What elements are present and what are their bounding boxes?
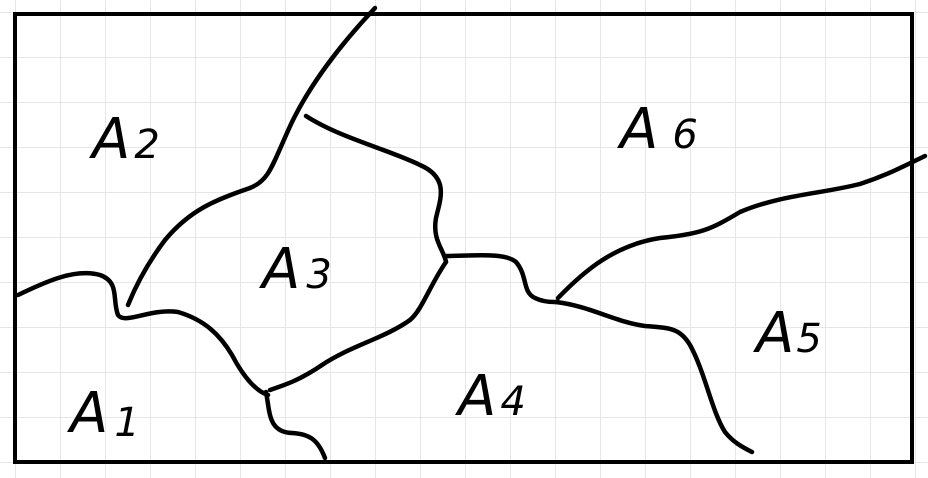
svg-text:A3: A3: [259, 237, 332, 302]
region-letter: A: [455, 364, 496, 429]
region-index: 1: [114, 400, 139, 446]
region-index: 3: [306, 252, 331, 298]
svg-text:A2: A2: [89, 107, 160, 172]
border-a4-a5: [553, 299, 755, 455]
border-a2-a3: [125, 5, 378, 308]
border-a1-a2: [15, 270, 271, 398]
region-letter: A: [89, 107, 130, 172]
region-index: 4: [500, 379, 525, 425]
border-a4-a6: [443, 252, 561, 305]
border-a5-a6: [555, 153, 928, 301]
region-label-a5: A5: [753, 301, 822, 366]
region-index: 2: [134, 122, 159, 168]
region-letter: A: [259, 237, 300, 302]
outer-frame: [13, 12, 914, 464]
svg-text:A1: A1: [67, 381, 140, 446]
border-a3-a4: [267, 259, 449, 393]
region-letter: A: [617, 97, 658, 162]
region-letter: A: [753, 301, 794, 366]
svg-text:A6: A6: [617, 97, 698, 162]
border-a3-a6: [303, 113, 449, 265]
border-a1-a4: [263, 389, 328, 461]
region-index: 5: [796, 316, 821, 362]
svg-text:A4: A4: [455, 364, 526, 429]
region-letter: A: [67, 381, 108, 446]
svg-text:A5: A5: [753, 301, 822, 366]
region-index: 6: [672, 112, 697, 158]
